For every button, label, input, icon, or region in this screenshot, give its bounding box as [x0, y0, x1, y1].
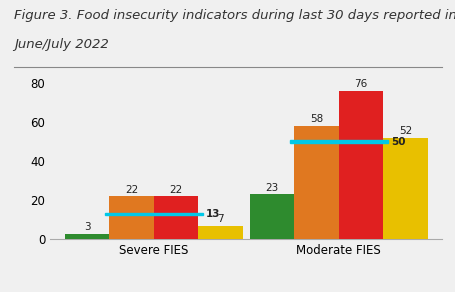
- Text: 3: 3: [84, 222, 90, 232]
- FancyArrow shape: [105, 213, 202, 215]
- Text: 50: 50: [390, 137, 405, 147]
- Text: Figure 3. Food insecurity indicators during last 30 days reported in: Figure 3. Food insecurity indicators dur…: [14, 9, 455, 22]
- Text: 22: 22: [169, 185, 182, 195]
- Text: June/July 2022: June/July 2022: [14, 38, 108, 51]
- Bar: [65, 234, 109, 239]
- Text: 13: 13: [206, 209, 220, 219]
- Text: 22: 22: [125, 185, 138, 195]
- Bar: [382, 138, 427, 239]
- Text: 58: 58: [309, 114, 323, 124]
- Legend: Central, Eastern, Northern, Western, Total: Central, Eastern, Northern, Western, Tot…: [97, 291, 394, 292]
- Bar: [109, 196, 153, 239]
- FancyArrow shape: [289, 140, 387, 143]
- Bar: [293, 126, 338, 239]
- Bar: [198, 226, 242, 239]
- Bar: [153, 196, 198, 239]
- Bar: [249, 194, 293, 239]
- Bar: [338, 91, 382, 239]
- Text: 23: 23: [265, 183, 278, 193]
- Text: 76: 76: [354, 79, 367, 89]
- Text: 7: 7: [217, 214, 223, 224]
- Text: 52: 52: [398, 126, 411, 136]
